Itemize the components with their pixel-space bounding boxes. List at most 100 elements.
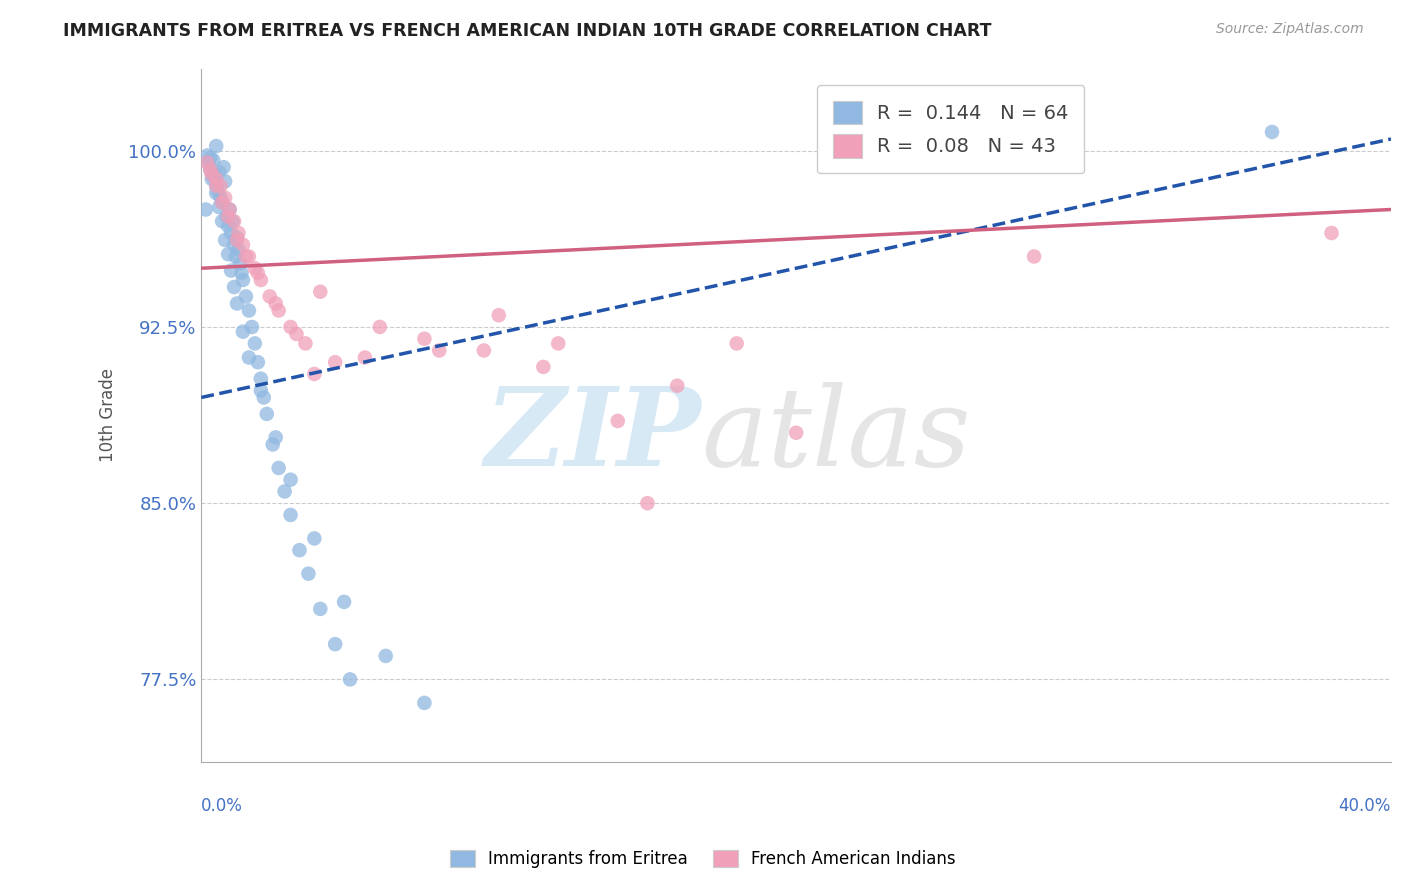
Legend: Immigrants from Eritrea, French American Indians: Immigrants from Eritrea, French American…: [443, 843, 963, 875]
Point: [323, 355, 346, 369]
Point: [280, 508, 302, 522]
Point: [259, 289, 281, 303]
Point: [264, 430, 287, 444]
Point: [472, 343, 495, 358]
Point: [231, 266, 253, 280]
Point: [240, 320, 263, 334]
Text: ZIP: ZIP: [485, 382, 702, 490]
Point: [214, 174, 236, 188]
Point: [195, 155, 218, 169]
Point: [243, 261, 266, 276]
Point: [194, 202, 217, 217]
Point: [217, 247, 239, 261]
Point: [243, 336, 266, 351]
Point: [253, 391, 276, 405]
Point: [221, 214, 243, 228]
Text: IMMIGRANTS FROM ERITREA VS FRENCH AMERICAN INDIAN 10TH GRADE CORRELATION CHART: IMMIGRANTS FROM ERITREA VS FRENCH AMERIC…: [63, 22, 991, 40]
Point: [215, 210, 238, 224]
Point: [205, 179, 228, 194]
Point: [217, 219, 239, 233]
Point: [214, 233, 236, 247]
Point: [250, 384, 273, 398]
Point: [725, 336, 748, 351]
Point: [309, 285, 332, 299]
Point: [339, 673, 361, 687]
Point: [229, 256, 252, 270]
Point: [488, 308, 510, 322]
Point: [200, 162, 222, 177]
Point: [208, 165, 231, 179]
Point: [238, 303, 260, 318]
Point: [280, 320, 302, 334]
Point: [267, 461, 290, 475]
Point: [374, 648, 396, 663]
Point: [636, 496, 658, 510]
Point: [294, 336, 316, 351]
Point: [222, 280, 245, 294]
Text: atlas: atlas: [702, 382, 970, 490]
Point: [785, 425, 807, 440]
Point: [226, 233, 249, 247]
Point: [209, 179, 232, 194]
Point: [1022, 250, 1045, 264]
Point: [235, 250, 257, 264]
Point: [427, 343, 450, 358]
Point: [226, 230, 249, 244]
Point: [208, 200, 231, 214]
Point: [205, 139, 228, 153]
Point: [238, 351, 260, 365]
Point: [201, 167, 224, 181]
Point: [219, 226, 242, 240]
Point: [232, 325, 254, 339]
Point: [1261, 125, 1284, 139]
Point: [368, 320, 391, 334]
Point: [228, 243, 250, 257]
Text: Source: ZipAtlas.com: Source: ZipAtlas.com: [1216, 22, 1364, 37]
Point: [218, 202, 240, 217]
Point: [232, 273, 254, 287]
Point: [211, 214, 233, 228]
Legend: R =  0.144   N = 64, R =  0.08   N = 43: R = 0.144 N = 64, R = 0.08 N = 43: [817, 85, 1084, 173]
Point: [250, 273, 273, 287]
Point: [262, 437, 284, 451]
Point: [1320, 226, 1343, 240]
Point: [264, 296, 287, 310]
Point: [267, 303, 290, 318]
Point: [205, 186, 228, 200]
Point: [288, 543, 311, 558]
Point: [214, 191, 236, 205]
Point: [333, 595, 356, 609]
Point: [413, 332, 436, 346]
Point: [218, 202, 240, 217]
Point: [204, 167, 226, 181]
Point: [235, 289, 257, 303]
Point: [226, 296, 249, 310]
Point: [212, 160, 235, 174]
Point: [209, 191, 232, 205]
Point: [304, 532, 326, 546]
Text: 40.0%: 40.0%: [1339, 797, 1391, 815]
Point: [246, 355, 269, 369]
Point: [531, 359, 554, 374]
Point: [246, 266, 269, 280]
Point: [200, 162, 222, 177]
Point: [666, 378, 689, 392]
Point: [217, 210, 239, 224]
Point: [205, 172, 228, 186]
Point: [211, 195, 233, 210]
Text: 0.0%: 0.0%: [201, 797, 243, 815]
Point: [280, 473, 302, 487]
Point: [202, 169, 225, 184]
Y-axis label: 10th Grade: 10th Grade: [100, 368, 117, 462]
Point: [222, 237, 245, 252]
Point: [207, 184, 229, 198]
Point: [200, 151, 222, 165]
Point: [222, 214, 245, 228]
Point: [211, 195, 233, 210]
Point: [205, 179, 228, 194]
Point: [195, 148, 218, 162]
Point: [219, 263, 242, 277]
Point: [202, 153, 225, 168]
Point: [225, 250, 247, 264]
Point: [304, 367, 326, 381]
